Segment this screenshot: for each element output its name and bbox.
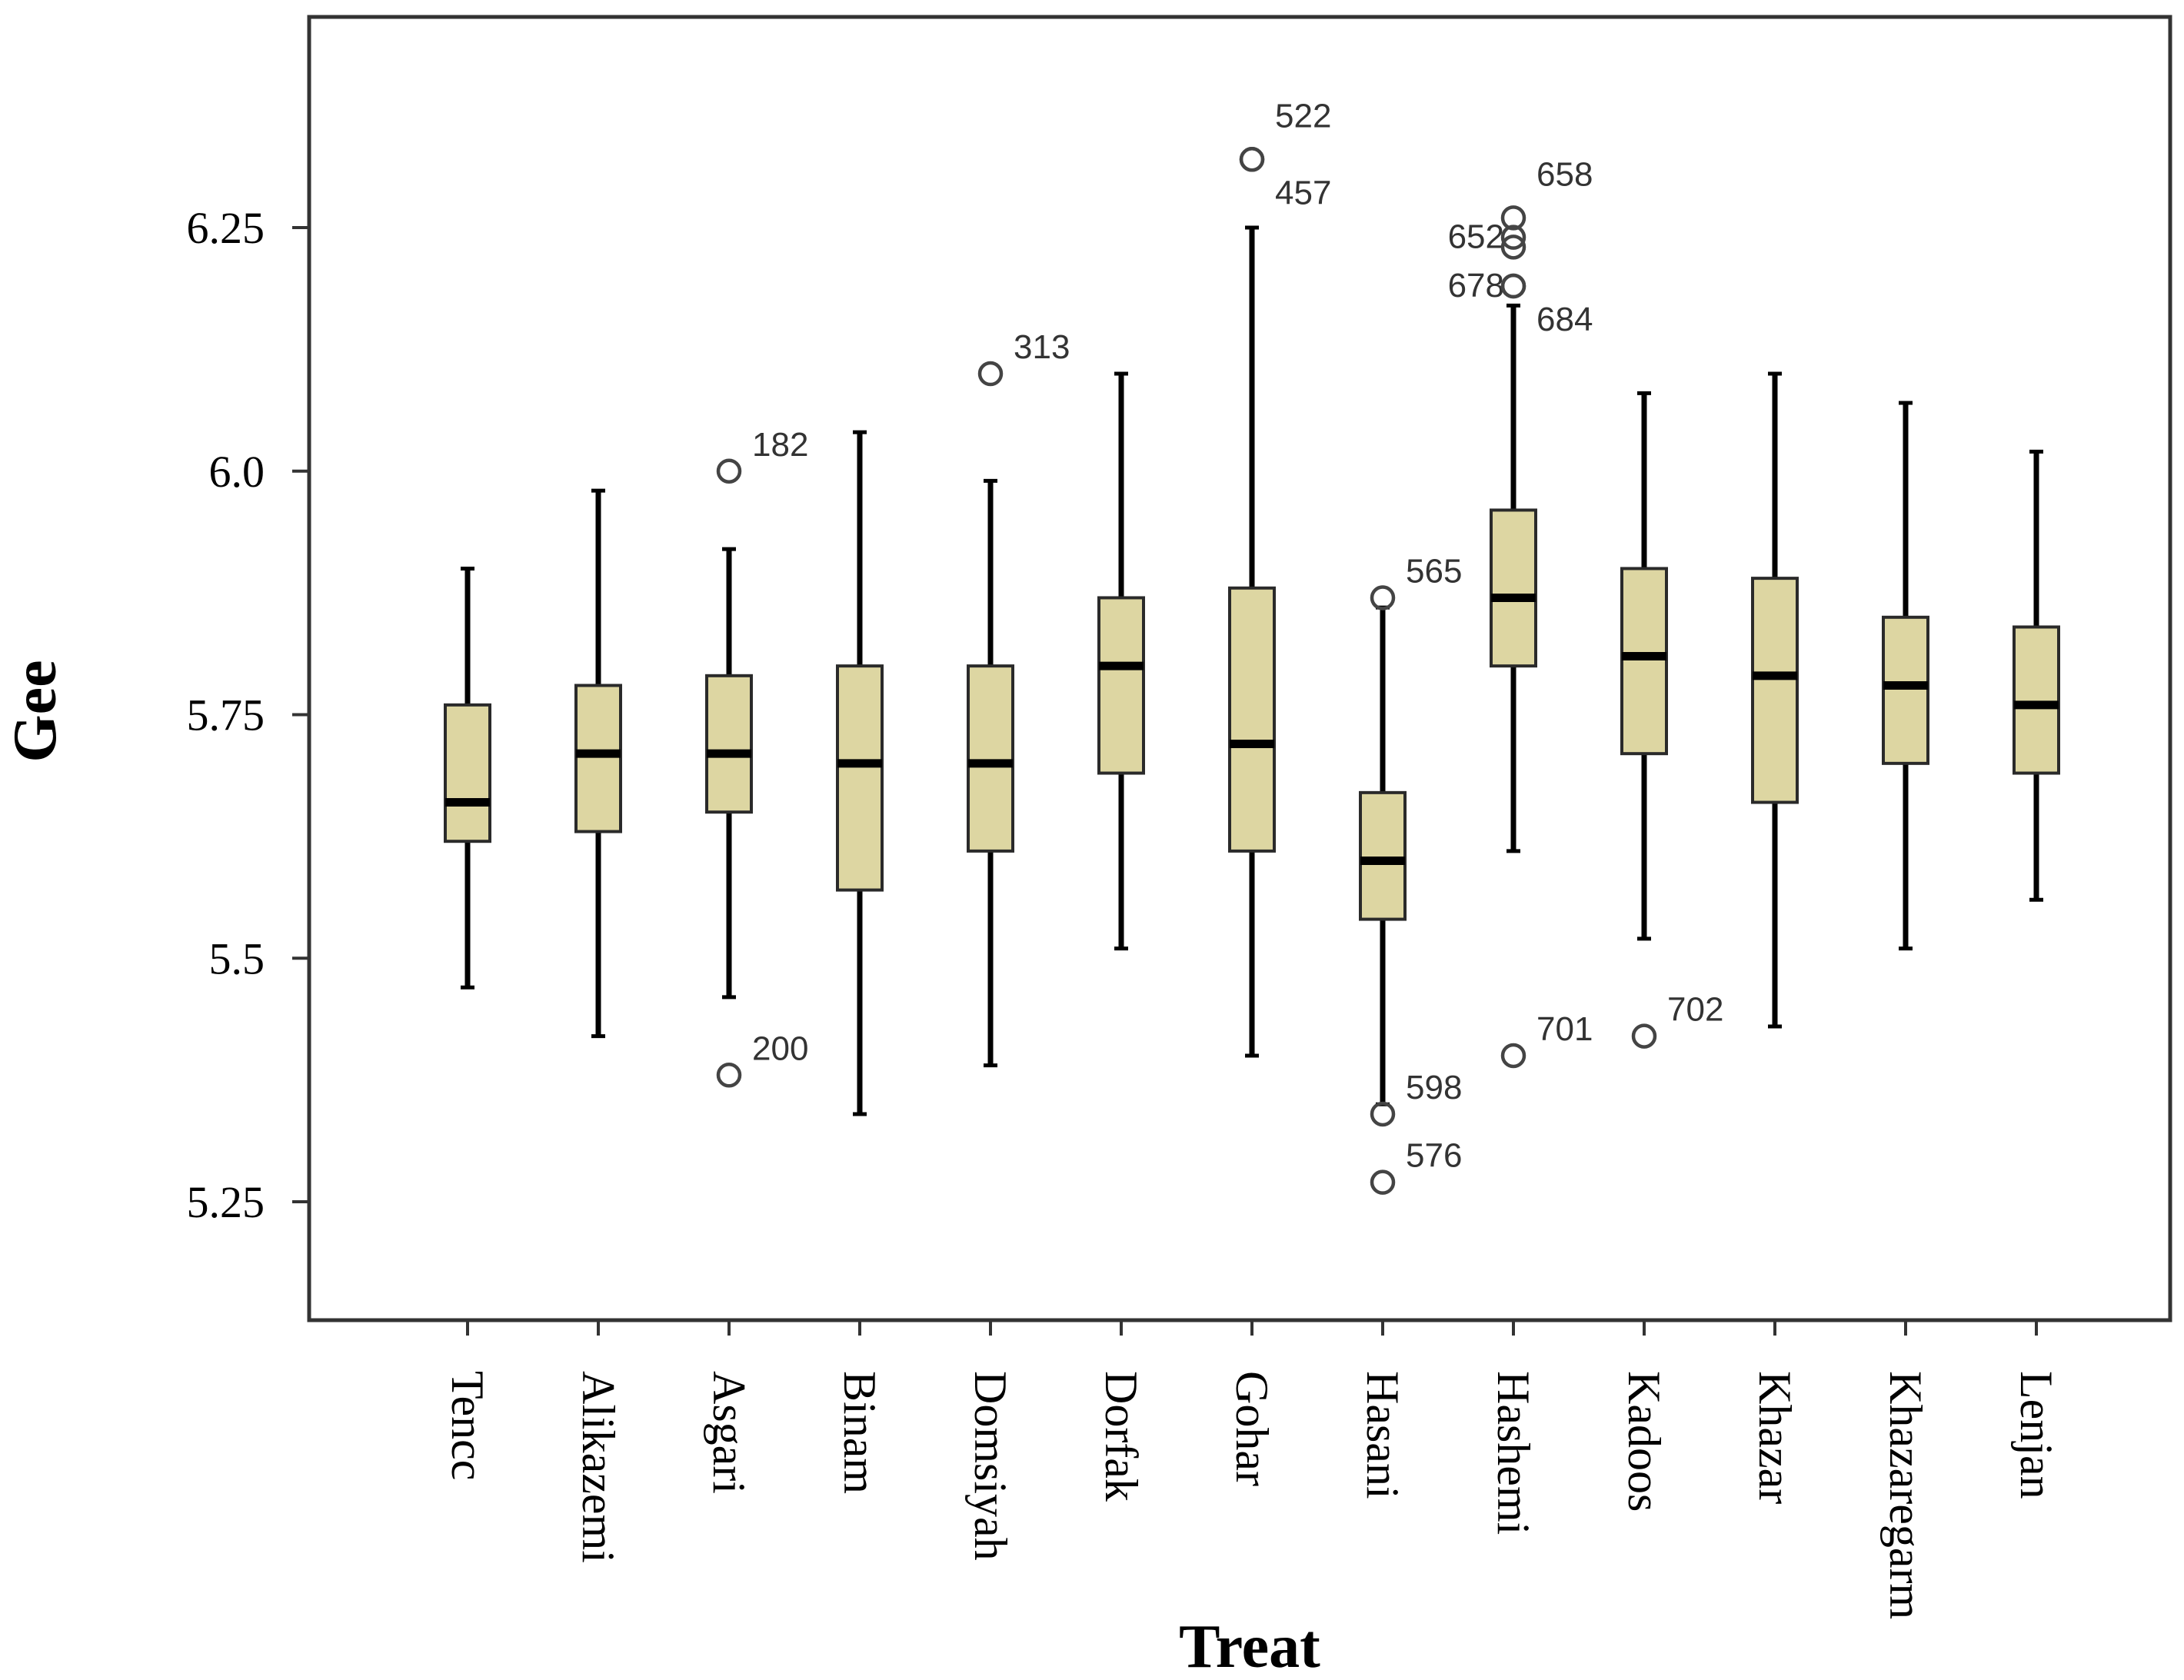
box-gohar — [1228, 225, 1276, 1058]
x-axis-title: Treat — [1179, 1613, 1320, 1680]
outlier-point — [1239, 147, 1265, 172]
outlier-label: 576 — [1406, 1137, 1462, 1175]
x-tick-label: Binam — [834, 1371, 885, 1494]
iqr-box — [1097, 596, 1145, 775]
outlier-point — [1370, 585, 1396, 610]
iqr-box — [1620, 567, 1668, 756]
outlier-point — [716, 1063, 742, 1088]
x-tick-label: Tencc — [442, 1371, 493, 1480]
iqr-box — [1882, 615, 1929, 765]
outlier-point — [1631, 1023, 1657, 1049]
iqr-box — [967, 664, 1014, 853]
x-tick-label: Domsiyah — [965, 1371, 1016, 1561]
box-kadoos — [1620, 391, 1668, 941]
box-dorfak — [1097, 371, 1145, 951]
outlier-label: 701 — [1536, 1010, 1593, 1048]
box-binam — [836, 430, 884, 1116]
outlier-label: 652 — [1448, 218, 1504, 256]
outlier-point — [977, 361, 1004, 387]
x-tick-label: Hashemi — [1488, 1371, 1539, 1535]
x-tick-label: Lenjan — [2011, 1371, 2062, 1499]
box-khazaregarm — [1882, 401, 1929, 951]
y-tick-label: 5.75 — [187, 690, 265, 740]
outlier-point — [1500, 225, 1526, 250]
iqr-box — [1228, 586, 1276, 853]
outlier-point — [1500, 273, 1526, 299]
box-domsiyah — [967, 478, 1014, 1068]
outlier-label: 702 — [1667, 991, 1723, 1029]
x-tick-label: Dorfak — [1096, 1371, 1147, 1502]
box-asgari — [705, 547, 753, 1000]
x-tick-label: Khazar — [1750, 1371, 1800, 1504]
box-alikazemi — [574, 488, 622, 1039]
iqr-box — [1490, 508, 1537, 668]
iqr-box — [444, 703, 491, 843]
iqr-box — [2013, 625, 2060, 775]
outlier-label: 522 — [1275, 97, 1331, 135]
outlier-label: 658 — [1536, 155, 1593, 193]
outlier-point — [1370, 1169, 1396, 1195]
y-tick-label: 6.25 — [187, 203, 265, 253]
outlier-label: 684 — [1536, 301, 1593, 338]
x-tick-label: Gohar — [1227, 1371, 1277, 1486]
x-tick-label: Khazaregarm — [1880, 1371, 1931, 1619]
outlier-label: 565 — [1406, 552, 1462, 590]
x-tick-label: Alikazemi — [573, 1371, 624, 1563]
x-tick-label: Hasani — [1357, 1371, 1408, 1499]
outlier-point — [1500, 1043, 1526, 1069]
plot-frame — [307, 15, 2172, 1322]
y-tick-label: 6.0 — [209, 447, 265, 497]
box-khazar — [1751, 371, 1799, 1029]
iqr-box — [574, 684, 622, 833]
outlier-point — [1500, 235, 1526, 260]
box-tencc — [444, 566, 491, 990]
outlier-label: 678 — [1448, 267, 1504, 304]
iqr-box — [1359, 790, 1407, 921]
outlier-label: 182 — [752, 426, 808, 464]
y-axis: 5.25 5.5 5.75 6.0 6.25 — [187, 203, 309, 1227]
y-tick-label: 5.5 — [209, 933, 265, 983]
box-lenjan — [2013, 449, 2060, 902]
x-tick-label: Asgari — [704, 1371, 754, 1494]
iqr-box — [836, 664, 884, 892]
outlier-label: 313 — [1014, 328, 1070, 366]
outliers-layer: 182 200 313 522 457 565 598 576 658 652 678 684 701 7… — [716, 97, 1723, 1195]
outlier-point — [1500, 205, 1526, 231]
iqr-box — [705, 674, 753, 814]
y-tick-label: 5.25 — [187, 1177, 265, 1227]
box-hasani — [1359, 605, 1407, 1106]
boxes-layer — [444, 225, 2060, 1116]
outlier-label: 200 — [752, 1030, 808, 1067]
outlier-point — [1370, 1101, 1396, 1127]
x-axis: Tencc Alikazemi Asgari Binam Domsiyah Dorfak G… — [442, 1320, 2062, 1619]
outlier-point — [716, 458, 742, 484]
outlier-label: 598 — [1406, 1069, 1462, 1106]
iqr-box — [1751, 577, 1799, 804]
box-hashemi — [1490, 303, 1537, 853]
x-tick-label: Kadoos — [1619, 1371, 1670, 1512]
outlier-label: 457 — [1275, 174, 1331, 211]
y-axis-title: Gee — [2, 660, 69, 762]
